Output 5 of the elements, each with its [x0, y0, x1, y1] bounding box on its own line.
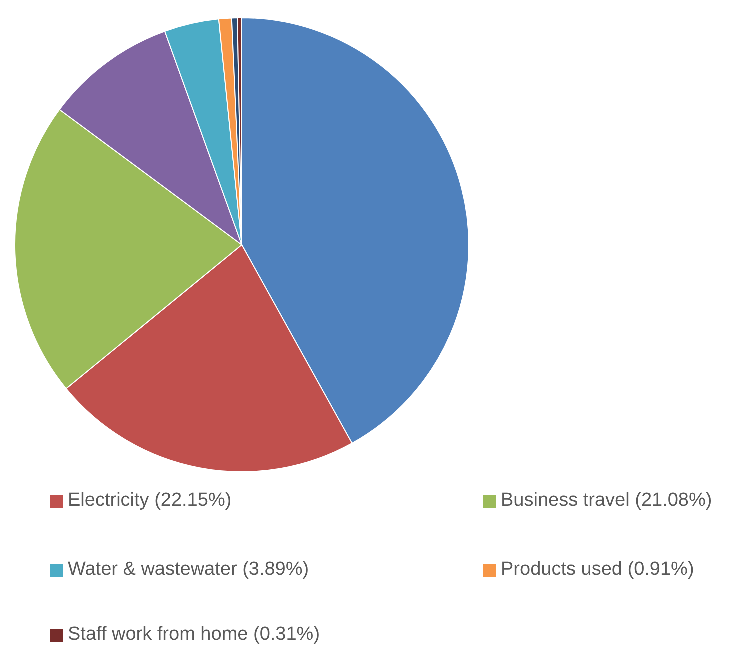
legend-label: Water & wastewater (3.89%): [68, 559, 310, 581]
legend-label: Electricity (22.15%): [68, 490, 232, 512]
legend-label: Products used (0.91%): [501, 559, 694, 581]
legend-label: Business travel (21.08%): [501, 490, 712, 512]
legend-label: Staff work from home (0.31%): [68, 624, 320, 646]
